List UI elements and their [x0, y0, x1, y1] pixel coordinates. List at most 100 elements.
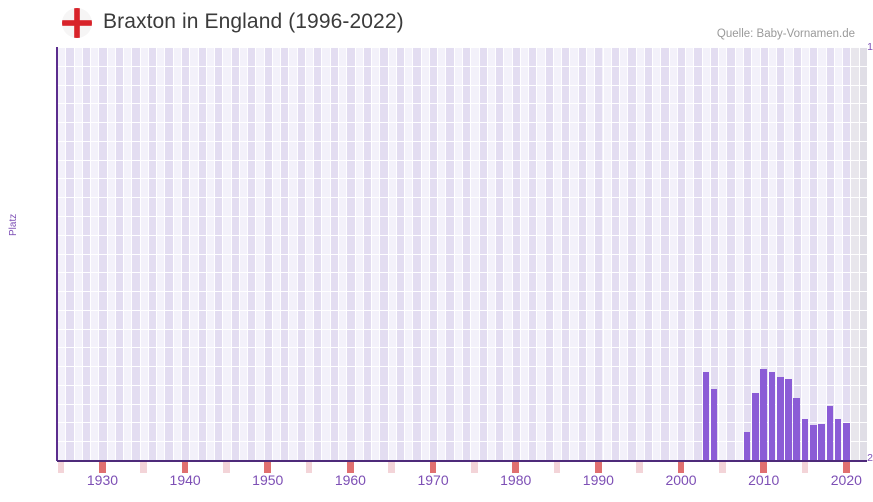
- grid-column: [437, 47, 446, 460]
- bar-2015: [801, 418, 809, 460]
- gridline-vertical: [172, 47, 174, 460]
- grid-column: [792, 47, 801, 460]
- x-axis-label-1970: 1970: [417, 472, 449, 488]
- grid-column: [114, 47, 124, 460]
- grid-column: [685, 47, 694, 460]
- gridline-vertical: [371, 47, 373, 460]
- grid-column: [709, 47, 719, 460]
- gridline-horizontal: [57, 122, 867, 123]
- grid-column: [833, 47, 843, 460]
- grid-column: [420, 47, 429, 460]
- x-axis-label-1930: 1930: [86, 472, 119, 488]
- gridline-vertical: [304, 47, 306, 460]
- grid-column: [106, 47, 115, 460]
- gridline-vertical: [519, 47, 521, 460]
- grid-column: [205, 47, 215, 460]
- gridline-horizontal: [57, 85, 867, 86]
- grid-column: [536, 47, 545, 460]
- gridline-vertical: [718, 47, 720, 460]
- bar-2003: [702, 372, 710, 460]
- gridline-vertical: [726, 47, 728, 460]
- grid-column: [271, 47, 281, 460]
- grid-column: [387, 47, 396, 460]
- gridline-vertical: [536, 47, 538, 460]
- x-tick-1930: [99, 462, 106, 473]
- gridline-vertical: [759, 47, 761, 460]
- grid-column: [569, 47, 578, 460]
- grid-column: [627, 47, 636, 460]
- x-axis-label-1990: 1990: [582, 472, 614, 488]
- gridline-horizontal: [57, 103, 867, 104]
- grid-column: [759, 47, 768, 460]
- grid-column: [668, 47, 677, 460]
- grid-column: [304, 47, 314, 460]
- gridline-horizontal: [57, 329, 867, 330]
- gridline-horizontal: [57, 197, 867, 198]
- grid-column: [718, 47, 727, 460]
- grid-column: [222, 47, 231, 460]
- grid-column: [338, 47, 347, 460]
- x-axis-label-2020: 2020: [830, 472, 862, 488]
- grid-column: [313, 47, 322, 460]
- gridline-vertical: [552, 47, 554, 460]
- gridline-horizontal: [57, 291, 867, 292]
- gridline-vertical: [189, 47, 191, 460]
- y-axis-line: [56, 47, 58, 461]
- grid-column: [577, 47, 586, 460]
- grid-column: [809, 47, 818, 460]
- grid-column: [486, 47, 496, 460]
- grid-column: [701, 47, 710, 460]
- grid-column: [189, 47, 198, 460]
- gridline-vertical: [809, 47, 811, 460]
- grid-column: [544, 47, 553, 460]
- gridline-vertical: [180, 47, 182, 460]
- gridline-vertical: [668, 47, 670, 460]
- gridline-vertical: [594, 47, 596, 460]
- x-axis-label-1940: 1940: [169, 472, 201, 488]
- gridline-vertical: [255, 47, 257, 460]
- gridline-vertical: [751, 47, 753, 460]
- gridline-horizontal: [57, 347, 867, 348]
- grid-column: [751, 47, 760, 460]
- x-tick-1975: [471, 462, 478, 473]
- gridline-vertical: [106, 47, 108, 460]
- grid-column: [156, 47, 165, 460]
- x-tick-2015: [801, 462, 809, 473]
- grid-column: [850, 47, 859, 460]
- x-tick-2020: [843, 462, 850, 473]
- gridline-vertical: [321, 47, 323, 460]
- grid-column: [478, 47, 487, 460]
- gridline-vertical: [858, 47, 860, 460]
- grid-column: [734, 47, 743, 460]
- x-axis-label-1980: 1980: [500, 472, 532, 488]
- gridline-vertical: [643, 47, 645, 460]
- grid-column: [800, 47, 810, 460]
- grid-column: [247, 47, 256, 460]
- x-tick-1990: [595, 462, 602, 473]
- plot-area: [57, 47, 867, 460]
- gridline-vertical: [660, 47, 662, 460]
- grid-column: [519, 47, 529, 460]
- gridline-vertical: [511, 47, 513, 460]
- y-axis-title: Platz: [8, 213, 19, 236]
- gridline-horizontal: [57, 254, 867, 255]
- gridline-vertical: [156, 47, 158, 460]
- x-tick-2005: [719, 462, 726, 473]
- grid-column: [445, 47, 454, 460]
- gridline-vertical: [743, 47, 745, 460]
- gridline-horizontal: [57, 141, 867, 142]
- grid-column: [817, 47, 826, 460]
- gridline-vertical: [602, 47, 604, 460]
- gridline-vertical: [833, 47, 835, 460]
- gridline-vertical: [685, 47, 687, 460]
- gridline-vertical: [387, 47, 389, 460]
- gridline-vertical: [404, 47, 406, 460]
- y-axis-label-top: 1: [867, 41, 873, 53]
- grid-column: [602, 47, 611, 460]
- gridline-vertical: [561, 47, 563, 460]
- grid-column: [147, 47, 157, 460]
- gridline-vertical: [247, 47, 249, 460]
- x-axis-label-1950: 1950: [252, 472, 284, 488]
- grid-column: [280, 47, 289, 460]
- gridline-vertical: [693, 47, 695, 460]
